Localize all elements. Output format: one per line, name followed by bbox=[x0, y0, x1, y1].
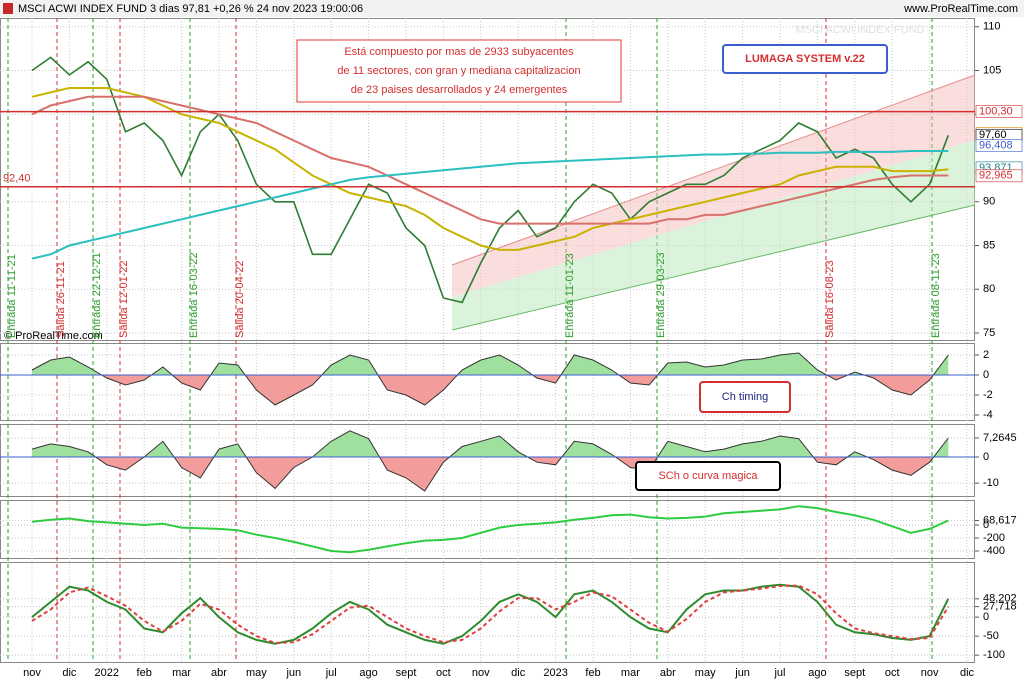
info-box bbox=[296, 39, 622, 103]
x-tick-label: dic bbox=[960, 667, 975, 679]
y-tick-label: 0 bbox=[983, 451, 989, 463]
x-tick-label: sept bbox=[844, 667, 865, 679]
x-tick-label: nov bbox=[921, 667, 939, 679]
area-negative bbox=[32, 375, 949, 405]
x-tick-label: sept bbox=[396, 667, 417, 679]
x-tick-label: oct bbox=[885, 667, 900, 679]
info-text: de 23 paises desarrollados y 24 emergent… bbox=[351, 84, 568, 96]
price-label: 97,60 bbox=[979, 129, 1007, 141]
y-tick-label: 68,617 bbox=[983, 514, 1017, 526]
signal-label: Salida 26-11-21 bbox=[55, 261, 67, 338]
ch-timing-box bbox=[699, 381, 791, 413]
info-text: Está compuesto por mas de 2933 subyacent… bbox=[344, 46, 574, 58]
signal-label: Entrada 29-03-23 bbox=[655, 252, 667, 338]
x-tick-label: oct bbox=[436, 667, 451, 679]
series-line bbox=[31, 87, 949, 251]
x-tick-label: jun bbox=[734, 667, 750, 679]
price-label: 92,40 bbox=[3, 173, 31, 185]
info-text: de 11 sectores, con gran y mediana capit… bbox=[337, 65, 580, 77]
x-tick-label: abr bbox=[211, 667, 227, 679]
series-line bbox=[31, 56, 950, 304]
x-tick-label: nov bbox=[472, 667, 490, 679]
x-tick-label: may bbox=[246, 667, 267, 679]
x-tick-label: dic bbox=[511, 667, 526, 679]
price-tag bbox=[975, 139, 1023, 152]
price-label: 92,965 bbox=[979, 170, 1013, 182]
price-label: 100,30 bbox=[979, 106, 1013, 118]
x-tick-label: nov bbox=[23, 667, 41, 679]
app-icon bbox=[3, 3, 13, 14]
y-tick-label: -50 bbox=[983, 630, 999, 642]
system-label: LUMAGA SYSTEM v.22 bbox=[745, 53, 865, 65]
y-tick-label: 0 bbox=[983, 519, 989, 531]
signal-label: Entrada 11-11-21 bbox=[6, 254, 18, 338]
signal-label: Salida 12-01-22 bbox=[118, 260, 130, 338]
signal-label: Entrada 16-03-22 bbox=[188, 252, 200, 338]
signal-label: Salida 16-08-23 bbox=[824, 260, 836, 338]
y-tick-label: 85 bbox=[983, 239, 995, 251]
y-tick-label: 7,2645 bbox=[983, 432, 1017, 444]
x-tick-label: jun bbox=[285, 667, 301, 679]
y-tick-label: -200 bbox=[983, 532, 1005, 544]
area-positive bbox=[32, 430, 949, 457]
copyright: © ProRealTime.com bbox=[4, 330, 103, 342]
system-box bbox=[722, 44, 888, 74]
signal-label: Entrada 11-01-23 bbox=[564, 253, 576, 338]
x-tick-label: 2023 bbox=[543, 667, 567, 679]
window-title: MSCI ACWI INDEX FUND 3 dias 97,81 +0,26 … bbox=[18, 3, 363, 15]
x-tick-label: jul bbox=[325, 667, 337, 679]
signal-label: Salida 20-04-22 bbox=[234, 260, 246, 338]
area-positive bbox=[32, 353, 949, 375]
series-line bbox=[31, 584, 950, 645]
x-tick-label: ago bbox=[808, 667, 826, 679]
y-tick-label: -4 bbox=[983, 409, 993, 421]
y-tick-label: 2 bbox=[983, 349, 989, 361]
channel-lines bbox=[451, 74, 976, 331]
x-tick-label: may bbox=[695, 667, 716, 679]
y-tick-label: 0 bbox=[983, 369, 989, 381]
y-tick-label: 90 bbox=[983, 196, 995, 208]
price-tag bbox=[975, 105, 1023, 118]
y-tick-label: 105 bbox=[983, 64, 1001, 76]
x-tick-label: feb bbox=[137, 667, 152, 679]
x-tick-label: jul bbox=[773, 667, 785, 679]
y-tick-label: 110 bbox=[983, 21, 1001, 33]
y-tick-label: -2 bbox=[983, 389, 993, 401]
x-tick-label: dic bbox=[62, 667, 77, 679]
area-negative bbox=[95, 456, 934, 491]
series-line bbox=[31, 95, 949, 225]
x-tick-label: mar bbox=[172, 667, 191, 679]
y-tick-label: 0 bbox=[983, 611, 989, 623]
panel-title: SCh o curva magica bbox=[658, 470, 758, 482]
price-label: 96,408 bbox=[979, 140, 1013, 152]
x-tick-label: ago bbox=[359, 667, 377, 679]
signal-label: Entrada 22-12-21 bbox=[91, 252, 103, 338]
series-line bbox=[31, 505, 949, 554]
signal-label: Entrada 08-11-23 bbox=[930, 253, 942, 338]
x-tick-label: mar bbox=[621, 667, 640, 679]
price-tag bbox=[975, 169, 1023, 183]
x-tick-label: feb bbox=[585, 667, 600, 679]
y-tick-label: 27,718 bbox=[983, 601, 1017, 613]
y-tick-label: -100 bbox=[983, 649, 1005, 661]
y-tick-label: 80 bbox=[983, 283, 995, 295]
site: www.ProRealTime.com bbox=[903, 3, 1018, 15]
y-tick-label: -10 bbox=[983, 477, 999, 489]
watermark: MSCI ACWI INDEX FUND bbox=[796, 24, 925, 36]
title-bar bbox=[0, 0, 1024, 17]
x-tick-label: abr bbox=[660, 667, 676, 679]
x-tick-label: 2022 bbox=[95, 667, 119, 679]
y-tick-label: 75 bbox=[983, 327, 995, 339]
area-line bbox=[31, 352, 949, 406]
panel-title: Ch timing bbox=[722, 391, 768, 403]
y-tick-label: 48,202 bbox=[983, 593, 1017, 605]
series-line bbox=[31, 150, 949, 260]
y-tick-label: -400 bbox=[983, 545, 1005, 557]
sch-box bbox=[635, 461, 781, 491]
area-line bbox=[31, 430, 949, 492]
